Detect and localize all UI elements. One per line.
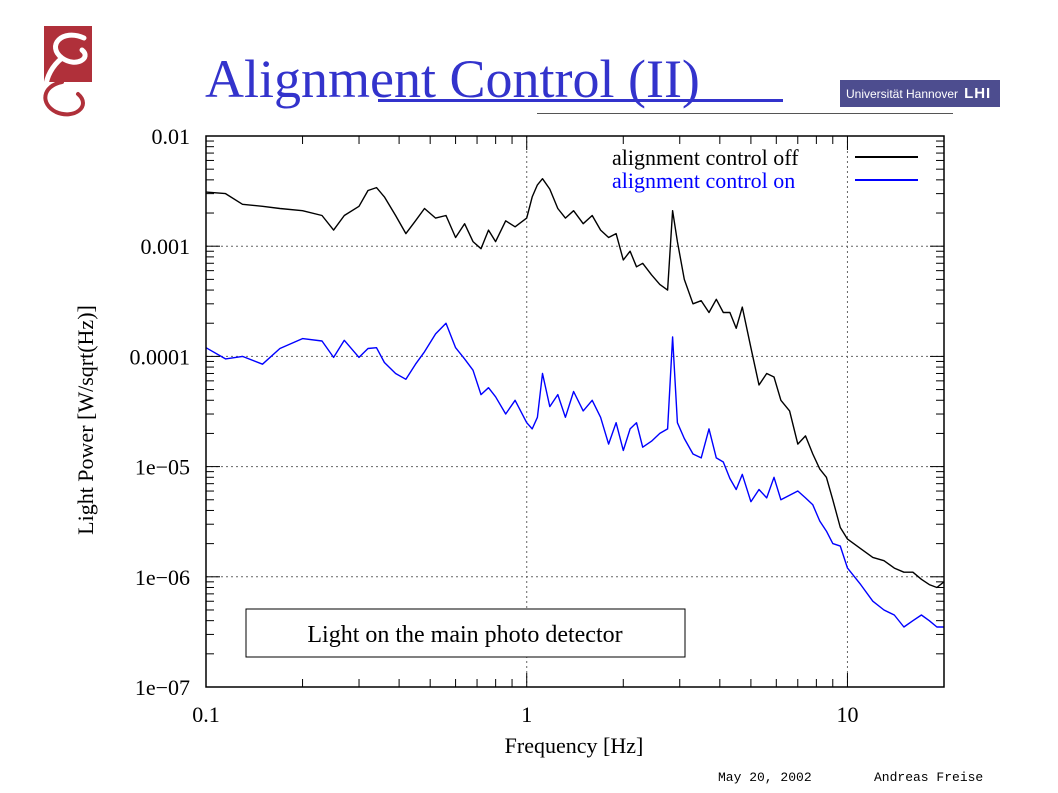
- plot-frame: [205, 135, 945, 688]
- y-tick-label: 0.0001: [130, 344, 191, 369]
- grid-lines: [206, 136, 944, 687]
- legend-entry: alignment control on: [612, 168, 795, 193]
- x-axis-label: Frequency [Hz]: [505, 733, 644, 758]
- series-line-1: [205, 322, 944, 628]
- header-divider: [537, 113, 953, 114]
- y-tick-label: 1e−06: [135, 565, 190, 590]
- annotation-box: [245, 608, 686, 658]
- title-underline: [378, 99, 783, 102]
- series-line-0: [205, 177, 945, 589]
- y-tick-label: 1e−07: [135, 675, 190, 700]
- footer-author: Andreas Freise: [874, 770, 984, 785]
- university-mark: LHI: [964, 85, 992, 102]
- university-name: Universität Hannover: [846, 87, 959, 101]
- y-tick-label: 0.01: [152, 124, 191, 149]
- footer-date: May 20, 2002: [718, 770, 812, 785]
- x-tick-label: 10: [836, 702, 858, 727]
- legend-entry: alignment control off: [612, 145, 799, 170]
- annotation-text: Light on the main photo detector: [307, 622, 622, 648]
- y-axis-label: Light Power [W/sqrt(Hz)]: [73, 305, 98, 535]
- institute-logo-icon: [43, 26, 92, 117]
- y-tick-label: 0.001: [141, 234, 191, 259]
- tick-labels: 0.1 1 10 0.01 0.001 0.0001 1e−05 1e−06 1e−07: [130, 124, 859, 727]
- y-tick-label: 1e−05: [135, 455, 190, 480]
- x-tick-label: 1: [521, 702, 532, 727]
- university-logo: Universität Hannover LHI: [840, 80, 1000, 107]
- axis-ticks: [205, 136, 945, 688]
- x-tick-label: 0.1: [192, 702, 220, 727]
- series-lines: [205, 177, 945, 628]
